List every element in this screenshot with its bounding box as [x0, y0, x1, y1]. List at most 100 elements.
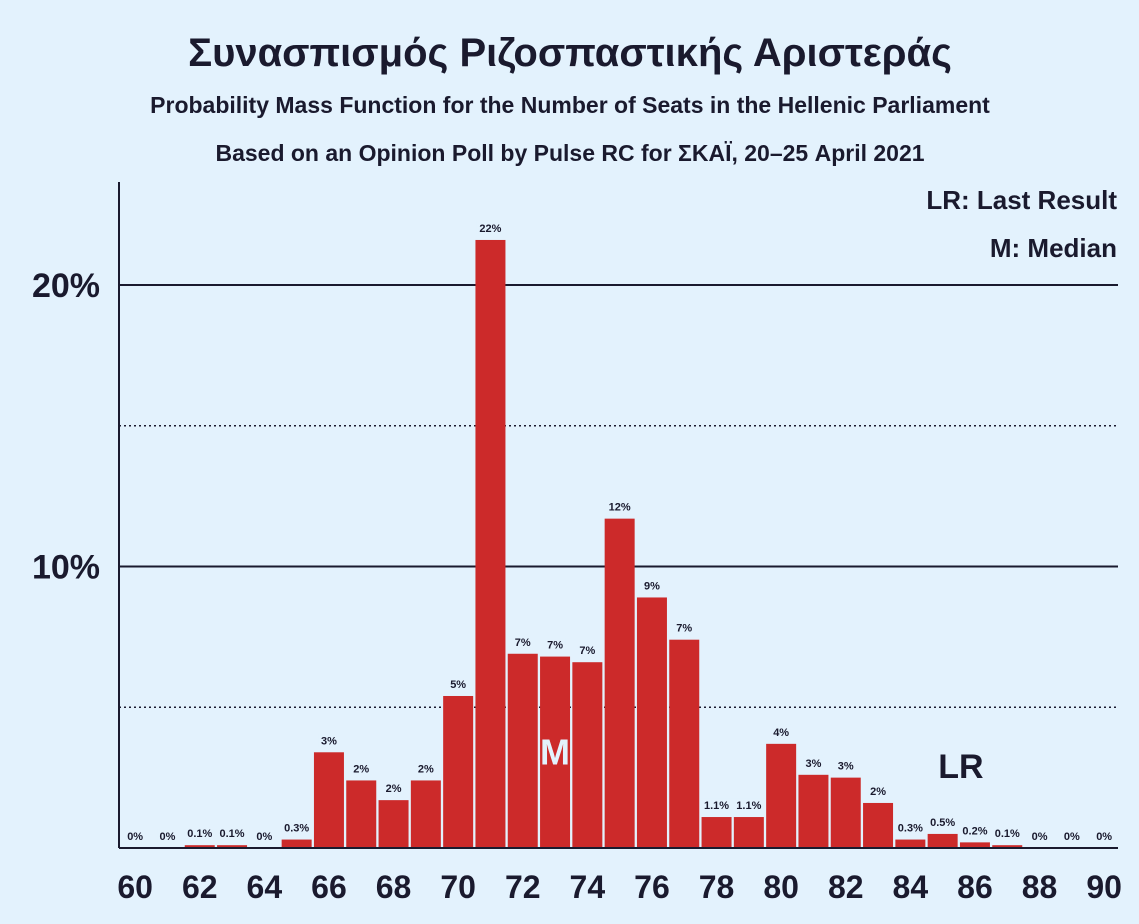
x-tick-label: 76 — [634, 869, 670, 905]
data-label-background — [1094, 829, 1115, 843]
bar — [346, 780, 377, 848]
data-label-background — [641, 578, 662, 593]
data-label-background — [771, 724, 792, 739]
x-tick-label: 90 — [1086, 869, 1122, 905]
data-label-background — [606, 499, 634, 514]
data-label: 7% — [515, 637, 531, 649]
data-label: 1.1% — [736, 800, 761, 812]
data-label-background — [476, 220, 504, 235]
data-label: 0% — [1096, 831, 1112, 843]
bars — [184, 239, 1023, 848]
x-tick-label: 68 — [376, 869, 412, 905]
bar — [863, 802, 894, 848]
data-label: 3% — [321, 735, 337, 747]
data-label: 0.1% — [220, 828, 245, 840]
bar — [701, 817, 732, 848]
data-label: 0% — [127, 831, 143, 843]
bar — [184, 845, 215, 848]
x-tick-label: 74 — [570, 869, 606, 905]
x-tick-label: 60 — [117, 869, 153, 905]
data-label-background — [545, 637, 566, 652]
x-tick-label: 78 — [699, 869, 735, 905]
data-label-background — [893, 820, 928, 835]
x-tick-label: 86 — [957, 869, 993, 905]
data-label: 0% — [256, 831, 272, 843]
data-label-background — [157, 829, 178, 843]
data-label: 0.1% — [995, 828, 1020, 840]
bar — [895, 839, 926, 848]
bar — [959, 842, 990, 848]
data-label-background — [182, 826, 217, 841]
data-label: 22% — [479, 223, 501, 235]
data-label: 7% — [676, 623, 692, 635]
chart-subtitle-2: Based on an Opinion Poll by Pulse RC for… — [215, 140, 924, 166]
last-result-marker: LR — [938, 748, 983, 786]
bar — [798, 774, 829, 848]
bar — [378, 800, 409, 848]
data-label: 0.3% — [284, 823, 309, 835]
data-label-background — [1061, 829, 1082, 843]
data-label-background — [383, 781, 404, 796]
data-labels: 0% 0% 0.1% 0.1% 0% 0.3% 3% 2% 2% 2% 5% 22% 7% 7% 7% 12%… — [125, 220, 1115, 843]
bar — [313, 752, 344, 848]
bar — [507, 653, 538, 848]
data-label-background — [279, 820, 314, 835]
x-tick-label: 72 — [505, 869, 541, 905]
data-label: 0.2% — [962, 825, 987, 837]
data-label-background — [125, 829, 146, 843]
data-label: 0.3% — [898, 823, 923, 835]
bar — [766, 743, 797, 848]
data-label: 7% — [547, 640, 563, 652]
data-label: 0% — [159, 831, 175, 843]
data-label: 4% — [773, 727, 789, 739]
bar — [604, 518, 635, 848]
data-label-background — [415, 761, 436, 776]
x-tick-label: 66 — [311, 869, 347, 905]
bar — [572, 662, 603, 848]
data-label-background — [577, 643, 598, 658]
data-label-background — [215, 826, 250, 841]
x-tick-label: 64 — [247, 869, 283, 905]
data-label-background — [351, 761, 372, 776]
y-tick-labels: 10% 20% — [32, 267, 100, 587]
bar — [992, 845, 1023, 848]
data-label-background — [448, 676, 469, 691]
data-label-background — [674, 620, 695, 635]
x-tick-label: 62 — [182, 869, 218, 905]
bar — [830, 777, 861, 848]
data-label: 1.1% — [704, 800, 729, 812]
data-label-background — [990, 826, 1025, 841]
bar — [927, 833, 958, 848]
data-label: 0.5% — [930, 817, 955, 829]
bar — [217, 845, 248, 848]
bar — [281, 839, 312, 848]
data-label-background — [318, 733, 339, 748]
data-label: 2% — [353, 763, 369, 775]
data-label-background — [835, 758, 856, 773]
chart-subtitle-1: Probability Mass Function for the Number… — [150, 92, 990, 118]
x-tick-label: 84 — [893, 869, 929, 905]
bar — [669, 639, 700, 848]
bar — [443, 695, 474, 848]
data-label: 2% — [418, 763, 434, 775]
x-tick-labels: 60 62 64 66 68 70 72 74 76 78 80 82 84 86 88 90 — [117, 869, 1122, 905]
data-label: 5% — [450, 679, 466, 691]
data-label: 7% — [579, 645, 595, 657]
bar — [410, 780, 441, 848]
data-label-background — [803, 755, 824, 770]
data-label-background — [512, 634, 533, 649]
x-tick-label: 88 — [1022, 869, 1058, 905]
y-tick-label: 10% — [32, 549, 100, 587]
data-label-background — [254, 829, 275, 843]
bar — [475, 239, 506, 848]
y-tick-label: 20% — [32, 267, 100, 305]
bar — [540, 656, 571, 848]
data-label-background — [868, 783, 889, 798]
data-label: 0% — [1032, 831, 1048, 843]
data-label: 9% — [644, 580, 660, 592]
data-label: 3% — [805, 758, 821, 770]
legend-median: M: Median — [990, 233, 1117, 263]
legend-last-result: LR: Last Result — [926, 185, 1117, 215]
bar — [733, 817, 764, 848]
